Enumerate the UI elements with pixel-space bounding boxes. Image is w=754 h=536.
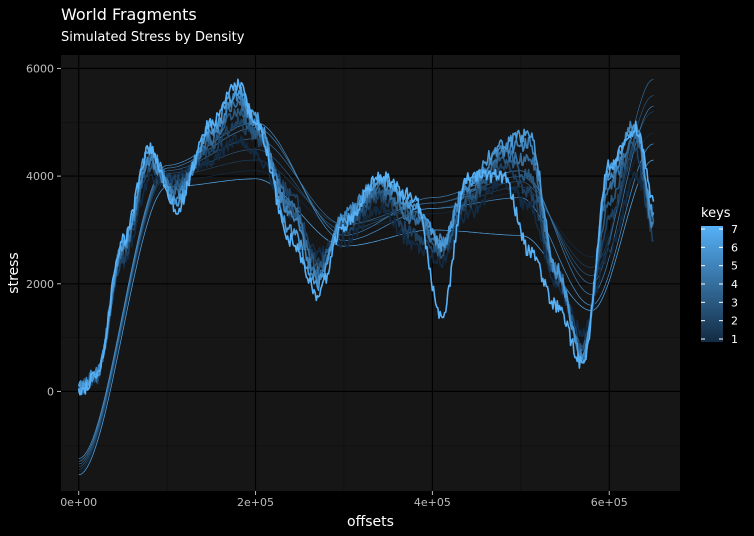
legend-label: 7 [731,223,738,236]
legend-label: 3 [731,296,738,309]
legend-label: 1 [731,333,738,346]
x-tick-label: 0e+00 [60,496,97,509]
smooth-line-key-1 [78,132,654,473]
x-tick-label: 2e+05 [237,496,274,509]
series-lines [77,78,655,476]
chart-subtitle: Simulated Stress by Density [61,30,245,45]
legend-label: 5 [731,260,738,273]
y-tick-label: 6000 [26,62,54,75]
y-axis-title: stress [6,252,22,293]
legend-label: 6 [731,241,738,254]
x-tick-label: 6e+05 [591,496,628,509]
y-tick-label: 2000 [26,278,54,291]
legend: keys 7 6 5 4 3 2 1 [701,206,738,346]
legend-label: 2 [731,315,738,328]
plot-panel [61,55,680,491]
chart-title: World Fragments [61,5,197,24]
series-line-key-2 [77,115,654,396]
legend-title: keys [701,206,731,221]
legend-label: 4 [731,278,738,291]
legend-colorbar [701,226,723,342]
x-axis-title: offsets [347,514,394,530]
x-tick-label: 4e+05 [414,496,451,509]
y-tick-label: 4000 [26,170,54,183]
series-line-key-7 [77,78,655,396]
smooth-line-key-3 [78,95,654,468]
axis-ticks: 0e+00 2e+05 4e+05 6e+05 0 2000 4000 6000 [26,62,628,509]
y-tick-label: 0 [47,385,54,398]
smooth-line-key-6 [78,121,654,460]
smooth-line-key-5 [78,105,654,462]
